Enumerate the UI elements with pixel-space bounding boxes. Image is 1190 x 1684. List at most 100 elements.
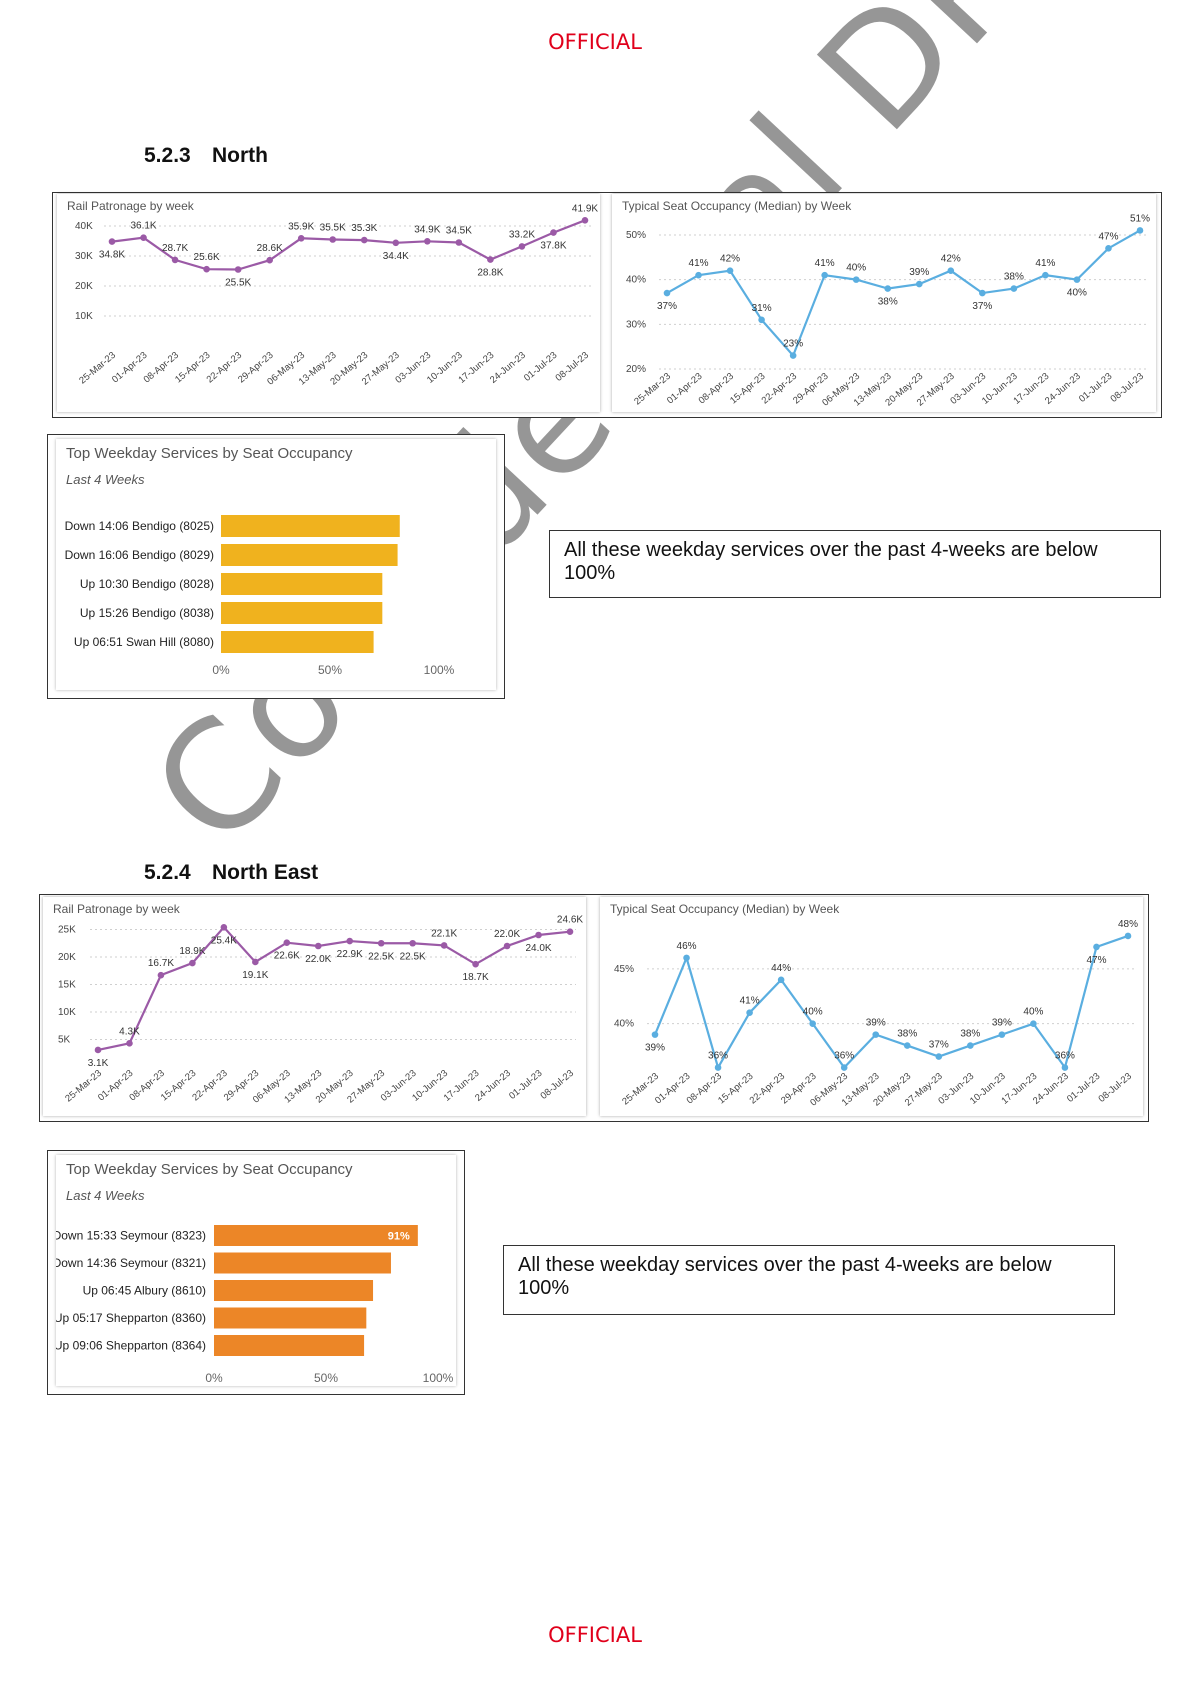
category-label: Up 06:45 Albury (8610): [83, 1284, 206, 1298]
x-tick-label: 0%: [205, 1371, 223, 1385]
x-tick-label: 08-Jul-23: [554, 350, 591, 384]
data-point: [1010, 285, 1018, 292]
data-label: 39%: [645, 1043, 665, 1054]
data-label: 38%: [960, 1029, 980, 1040]
bar: [214, 1225, 418, 1246]
data-point: [746, 1009, 753, 1017]
data-label: 16.7K: [148, 958, 174, 969]
y-tick-label: 30%: [626, 319, 646, 330]
data-point: [283, 939, 291, 946]
data-point: [297, 235, 305, 242]
north-top-services-card: Top Weekday Services by Seat Occupancy L…: [47, 434, 505, 699]
data-point: [94, 1046, 102, 1054]
series-line: [666, 229, 1141, 358]
category-label: Up 10:30 Bendigo (8028): [80, 577, 214, 591]
chart-title: Top Weekday Services by Seat Occupancy: [66, 445, 353, 462]
bar-chart-svg: Down 14:06 Bendigo (8025) Down 16:06 Bend…: [65, 515, 455, 677]
data-label: 28.8K: [477, 268, 503, 279]
chart-title: Rail Patronage by week: [67, 199, 194, 213]
y-tick-label: 50%: [626, 230, 646, 241]
data-label: 35.3K: [351, 223, 377, 234]
north-east-top-services-card: Top Weekday Services by Seat Occupancy L…: [47, 1150, 465, 1395]
data-label: 40%: [1067, 288, 1087, 299]
data-point: [203, 265, 210, 273]
data-point: [979, 289, 986, 297]
data-label: 35.9K: [288, 221, 314, 232]
data-label: 36.1K: [130, 221, 156, 232]
category-label: Up 09:06 Shepparton (8364): [56, 1339, 206, 1353]
data-label: 41%: [1035, 258, 1055, 269]
data-point: [189, 959, 196, 967]
x-tick-label: 24-Jun-23: [1043, 371, 1083, 407]
category-label: Down 14:36 Seymour (8321): [56, 1256, 206, 1270]
x-tick-label: 100%: [424, 663, 455, 677]
data-label: 19.1K: [242, 970, 268, 981]
bar: [214, 1335, 365, 1356]
data-label: 25.4K: [211, 935, 237, 946]
y-tick-label: 40%: [626, 275, 646, 286]
bar: [214, 1280, 374, 1301]
section-title: North: [212, 144, 268, 167]
data-label: 36%: [1055, 1051, 1075, 1062]
section-heading-north: 5.2.3 North: [144, 144, 268, 168]
y-tick-label: 10K: [58, 1007, 76, 1018]
y-tick-label: 40%: [614, 1019, 634, 1030]
data-point: [503, 942, 511, 950]
data-label: 42%: [720, 254, 740, 265]
north-patronage-chart: Rail Patronage by week 10K 20K 30K 40K 34.8K…: [57, 194, 600, 412]
data-label: 33.2K: [509, 229, 535, 240]
data-point: [535, 931, 542, 939]
data-label: 41%: [740, 996, 760, 1007]
chart-title: Typical Seat Occupancy (Median) by Week: [622, 199, 852, 213]
y-tick-label: 20K: [58, 952, 76, 963]
x-tick-label: 08-Jul-23: [539, 1068, 576, 1102]
data-label: 40%: [803, 1007, 823, 1018]
data-point: [518, 243, 526, 250]
series-line: [111, 219, 586, 271]
x-tick-label: 24-Jun-23: [488, 350, 528, 386]
north-top-services-chart: Top Weekday Services by Seat Occupancy L…: [56, 439, 496, 690]
data-point: [455, 239, 463, 246]
section-number: 5.2.4: [144, 861, 191, 884]
data-point: [424, 238, 431, 245]
data-point: [1105, 245, 1112, 252]
bar: [221, 573, 383, 595]
data-label: 91%: [388, 1231, 410, 1243]
data-label: 38%: [878, 297, 898, 308]
data-label: 36%: [834, 1051, 854, 1062]
section-number: 5.2.3: [144, 144, 191, 167]
data-point: [157, 971, 165, 979]
y-tick-label: 30K: [75, 251, 93, 262]
data-point: [821, 271, 828, 279]
data-point: [581, 217, 589, 224]
data-label: 39%: [909, 267, 929, 278]
data-label: 39%: [992, 1018, 1012, 1029]
data-label: 35.5K: [320, 223, 346, 234]
data-label: 22.0K: [494, 929, 520, 940]
y-tick-label: 25K: [58, 925, 76, 936]
data-label: 25.6K: [194, 252, 220, 263]
data-point: [220, 924, 228, 931]
data-point: [1136, 227, 1144, 234]
data-label: 37%: [929, 1040, 949, 1051]
data-label: 22.5K: [400, 951, 426, 962]
x-tick-label: 24-Jun-23: [1031, 1071, 1071, 1107]
data-label: 28.6K: [257, 243, 283, 254]
data-point: [360, 236, 368, 244]
chart-subtitle: Last 4 Weeks: [66, 472, 145, 487]
north-east-note: All these weekday services over the past…: [503, 1245, 1115, 1315]
data-point: [809, 1020, 816, 1027]
data-point: [840, 1064, 848, 1071]
data-point: [695, 271, 702, 279]
section-heading-north-east: 5.2.4 North East: [144, 861, 318, 885]
data-label: 34.9K: [414, 224, 440, 235]
x-tick-label: 01-Jul-23: [1077, 371, 1114, 405]
footer-classification: OFFICIAL: [548, 1623, 642, 1647]
data-point: [947, 267, 955, 274]
data-point: [714, 1064, 722, 1071]
x-tick-label: 0%: [212, 663, 230, 677]
data-point: [884, 285, 892, 292]
data-label: 18.7K: [463, 972, 489, 983]
data-point: [126, 1040, 133, 1047]
north-note: All these weekday services over the past…: [549, 530, 1161, 598]
